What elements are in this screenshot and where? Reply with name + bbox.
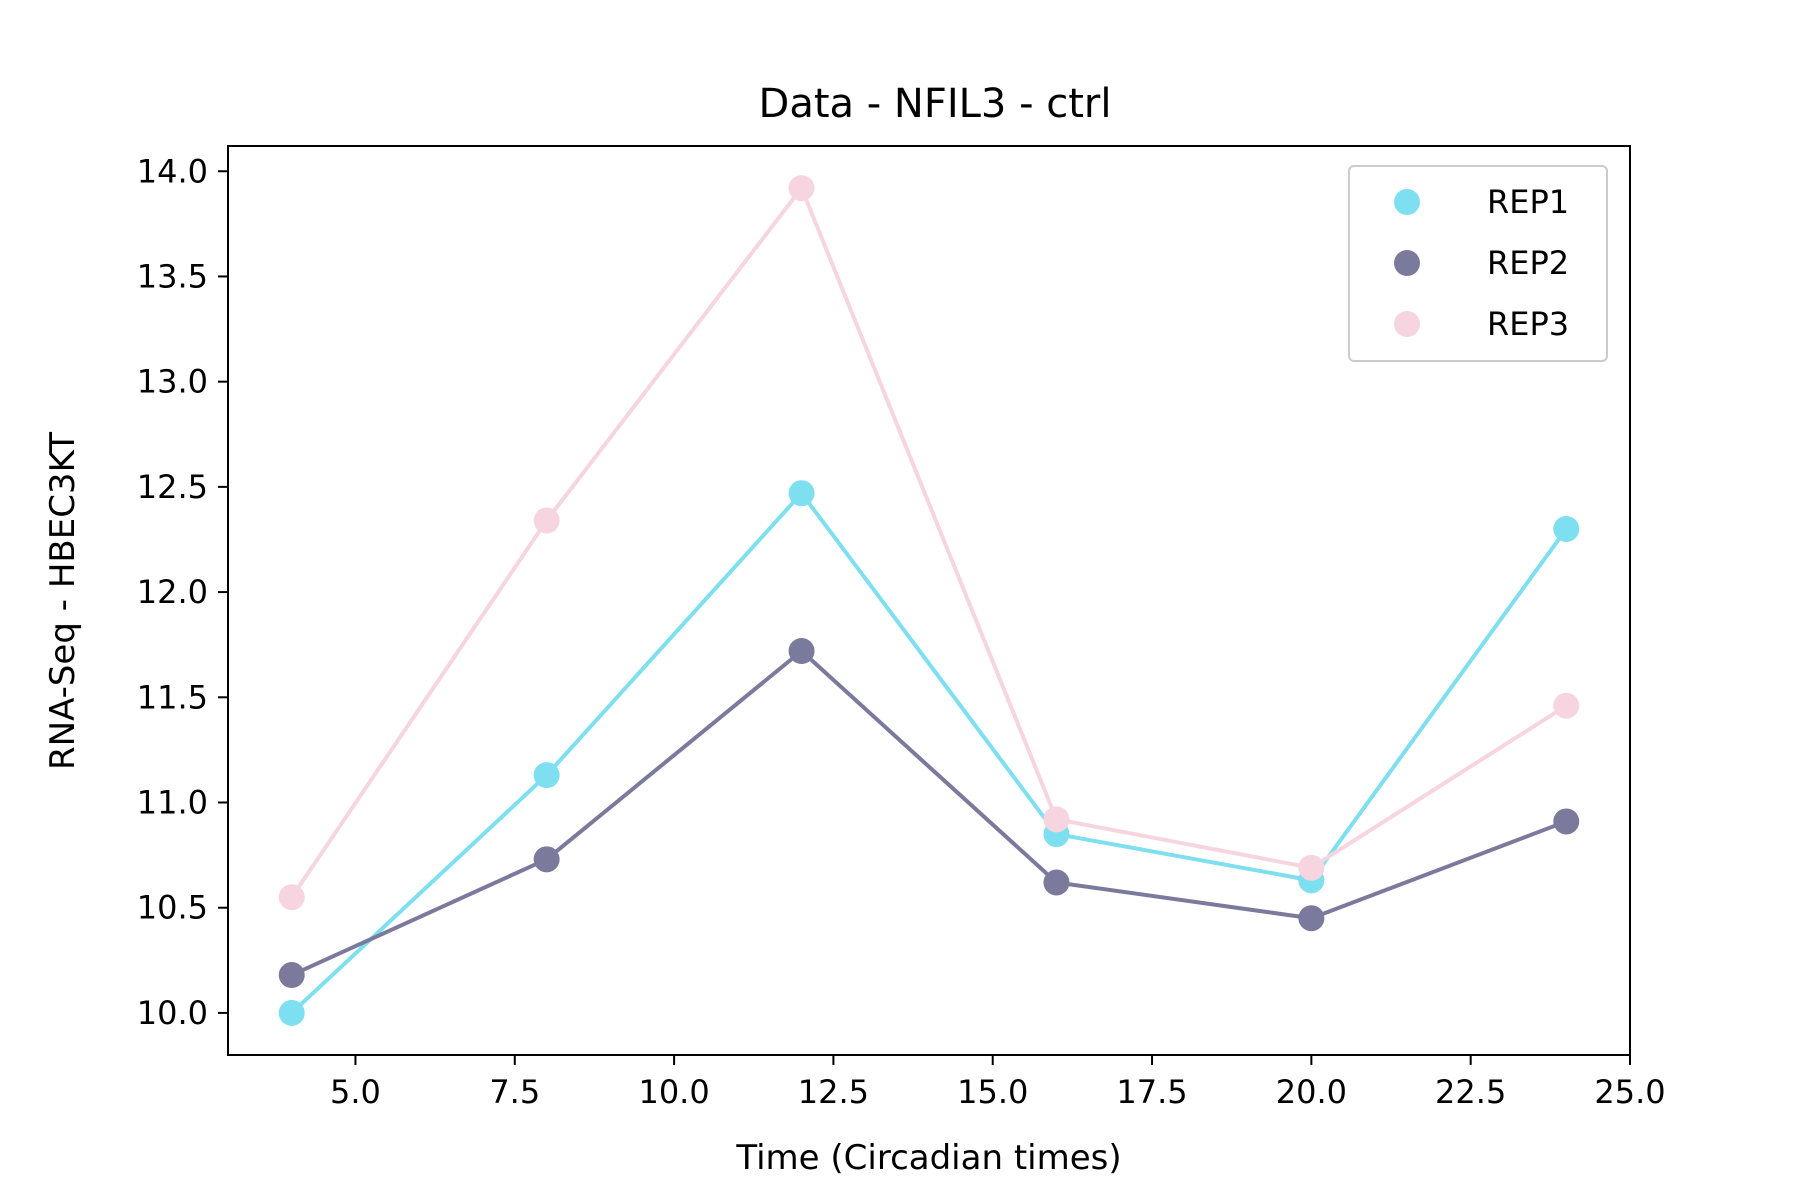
x-tick-label: 22.5 (1435, 1073, 1506, 1111)
x-tick-label: 17.5 (1116, 1073, 1187, 1111)
data-point-rep2 (1298, 905, 1325, 932)
legend-label-rep3: REP3 (1487, 305, 1569, 343)
data-point-rep1 (1553, 515, 1580, 542)
legend-label-rep2: REP2 (1487, 244, 1569, 282)
legend-box (1348, 165, 1608, 362)
plot-frame (227, 145, 1631, 1056)
data-point-rep2 (1043, 869, 1070, 896)
y-tick-label: 13.0 (137, 363, 208, 401)
legend-label-rep1: REP1 (1487, 183, 1569, 221)
x-tick-label: 12.5 (798, 1073, 869, 1111)
series-rep2 (278, 638, 1580, 989)
x-tick-label: 20.0 (1276, 1073, 1347, 1111)
x-axis-ticks: 5.0 7.5 10.0 12.5 15.0 17.5 20.0 22.5 25.0 (330, 1055, 1666, 1111)
y-tick-label: 11.5 (137, 678, 208, 716)
x-tick-label: 7.5 (489, 1073, 540, 1111)
data-point-rep1 (533, 762, 560, 789)
y-tick-label: 12.5 (137, 468, 208, 506)
series-line-rep1 (290, 491, 1568, 1015)
y-tick-label: 10.5 (137, 889, 208, 927)
chart-title: Data - NFIL3 - ctrl (759, 81, 1112, 127)
data-point-rep2 (533, 846, 560, 873)
y-tick-label: 11.0 (137, 784, 208, 822)
data-point-rep3 (1043, 806, 1070, 833)
data-point-rep2 (1553, 808, 1580, 835)
data-point-rep3 (533, 507, 560, 534)
y-tick-label: 13.5 (137, 257, 208, 295)
y-axis-ticks: 10.0 10.5 11.0 11.5 12.0 12.5 13.0 13.5 14.0 (137, 152, 228, 1032)
legend-marker-rep3 (1394, 311, 1420, 337)
series-layer (278, 175, 1580, 1026)
legend-marker-rep1 (1394, 189, 1420, 215)
x-tick-label: 5.0 (330, 1073, 381, 1111)
data-point-rep2 (278, 962, 305, 989)
x-tick-label: 15.0 (957, 1073, 1028, 1111)
data-point-rep3 (1553, 692, 1580, 719)
data-point-rep2 (788, 638, 815, 664)
legend: REP1 REP2 REP3 (1348, 165, 1608, 362)
x-tick-label: 10.0 (638, 1073, 709, 1111)
series-line-rep3 (290, 186, 1568, 899)
y-tick-label: 14.0 (137, 152, 208, 190)
data-point-rep1 (278, 999, 305, 1026)
data-point-rep3 (1298, 854, 1325, 881)
legend-marker-rep2 (1394, 250, 1420, 276)
data-point-rep1 (788, 480, 815, 507)
x-tick-label: 25.0 (1594, 1073, 1665, 1111)
x-axis-label: Time (Circadian times) (735, 1138, 1121, 1178)
y-axis-label: RNA-Seq - HBEC3KT (43, 432, 83, 770)
series-line-rep2 (290, 649, 1567, 977)
y-tick-label: 10.0 (137, 994, 208, 1032)
series-rep3 (278, 175, 1580, 911)
data-point-rep3 (278, 884, 305, 911)
y-tick-label: 12.0 (137, 573, 208, 611)
data-point-rep3 (788, 175, 815, 202)
